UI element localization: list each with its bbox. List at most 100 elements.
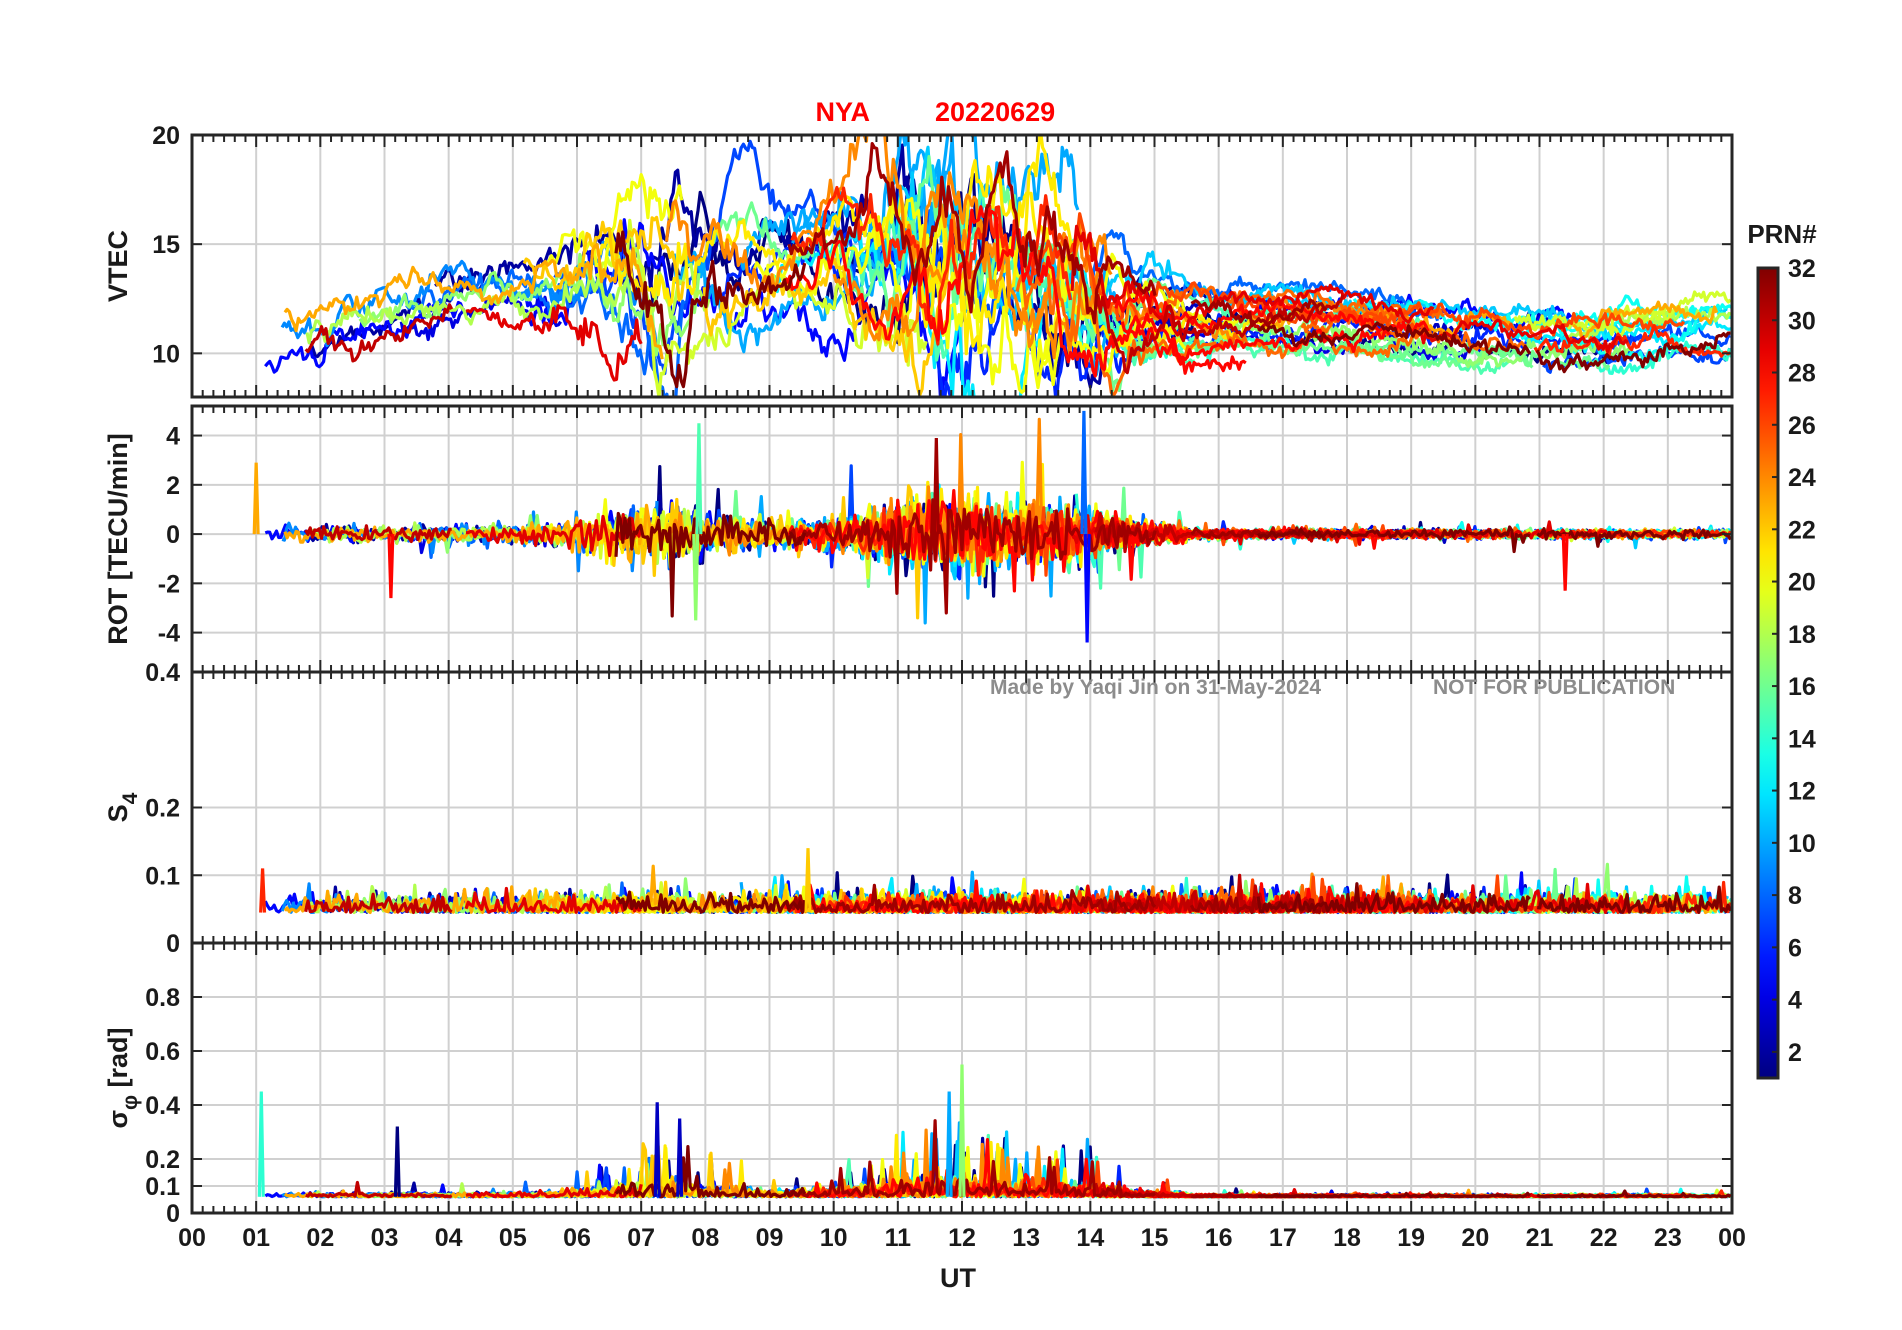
spike-5	[676, 1118, 684, 1197]
spike-3	[958, 1064, 966, 1197]
x-tick-label: 19	[1397, 1224, 1425, 1252]
title-station: NYA	[815, 97, 870, 127]
y-axis-label-subscript: φ	[119, 1095, 142, 1110]
y-tick-label: 0	[166, 930, 180, 958]
x-tick-label: 09	[756, 1224, 784, 1252]
prn-22-trace	[522, 880, 685, 915]
x-tick-label: 22	[1590, 1224, 1618, 1252]
spike-1	[259, 868, 267, 913]
x-axis-label: UT	[940, 1263, 976, 1293]
prn-28-trace	[1120, 312, 1391, 362]
colorbar-tick-label: 12	[1788, 778, 1816, 806]
prn-30-trace	[304, 303, 454, 363]
prn-20-trace	[543, 173, 684, 281]
prn-21-trace	[598, 159, 1074, 308]
traces-sigma_phi	[257, 1064, 1732, 1199]
prn-30-trace	[305, 1180, 453, 1199]
y-tick-label: 0	[166, 1200, 180, 1228]
title-date: 20220629	[935, 97, 1055, 127]
colorbar-tick-label: 24	[1788, 464, 1816, 492]
colorbar-tick-label: 32	[1788, 255, 1816, 283]
y-tick-label: 2	[166, 472, 180, 500]
colorbar-tick-label: 4	[1788, 987, 1802, 1015]
prn-31-trace	[1190, 298, 1328, 328]
watermark-notice: NOT FOR PUBLICATION	[1433, 676, 1675, 699]
spike-4	[945, 1091, 953, 1197]
x-tick-label: 03	[371, 1224, 399, 1252]
y-tick-label: 0.1	[145, 1173, 180, 1201]
y-tick-label: -2	[158, 570, 180, 598]
x-tick-label: 06	[563, 1224, 591, 1252]
panel-vtec: 10 15 20 VTEC	[103, 122, 1734, 399]
prn-9-trace	[507, 240, 659, 354]
traces-rot	[252, 410, 1732, 643]
spike-0	[257, 1091, 265, 1197]
prn-22-trace	[522, 215, 686, 302]
prn-28-trace	[783, 203, 1247, 378]
x-tick-label: 14	[1076, 1224, 1104, 1252]
colorbar-tick-label: 16	[1788, 673, 1816, 701]
colorbar-tick-label: 20	[1788, 569, 1816, 597]
x-tick-label: 18	[1333, 1224, 1361, 1252]
x-tick-label: 13	[1012, 1224, 1040, 1252]
prn-31-trace	[788, 883, 1157, 915]
colorbar-title: PRN#	[1747, 219, 1817, 249]
prn-23-trace	[283, 243, 664, 360]
prn-31-trace	[787, 142, 1157, 325]
x-tick-label: 08	[691, 1224, 719, 1252]
prn-29-trace	[465, 1183, 643, 1199]
watermark-author: Made by Yaqi Jin on 31-May-2024	[990, 676, 1321, 699]
y-axis-label-s4: S4	[103, 792, 142, 822]
y-axis-label-unit: [rad]	[103, 1027, 133, 1095]
colorbar-tick-label: 30	[1788, 307, 1816, 335]
prn-32-trace	[1256, 882, 1531, 914]
y-tick-label: 20	[152, 122, 180, 150]
spike-1	[393, 1126, 401, 1197]
y-tick-label: 0.1	[145, 862, 180, 890]
colorbar-tick-label: 2	[1788, 1039, 1802, 1067]
prn-32-trace	[1256, 525, 1531, 554]
spike-6	[1561, 534, 1569, 591]
prn-32-trace	[1257, 321, 1532, 356]
colorbar-tick-label: 14	[1788, 725, 1816, 753]
x-tick-label: 21	[1526, 1224, 1554, 1252]
panel-sigma_phi: 00.10.2 0.4 0.6 0.8σφ [rad]	[103, 941, 1734, 1228]
colorbar-tick-label: 26	[1788, 412, 1816, 440]
prn-32-trace	[615, 890, 807, 915]
spike-0	[695, 423, 703, 535]
prn-32-trace	[1536, 1189, 1732, 1199]
prn-32-trace	[614, 230, 807, 389]
spike-2	[653, 1102, 661, 1197]
panel-rot: -4 -2 0 2 4 ROT [TECU/min]	[103, 404, 1734, 674]
spike-7	[252, 462, 260, 535]
prn-31-trace	[787, 1119, 1157, 1199]
y-tick-label: 15	[152, 231, 180, 259]
x-tick-label: 23	[1654, 1224, 1682, 1252]
spike-5	[387, 534, 395, 599]
spike-3	[1083, 534, 1091, 643]
colorbar-tick-label: 8	[1788, 882, 1802, 910]
y-tick-label: 0	[166, 521, 180, 549]
y-tick-label: 0.4	[145, 1092, 180, 1120]
prn-32-trace	[1257, 1191, 1531, 1199]
y-tick-label: -4	[158, 620, 180, 648]
prn-30-trace	[304, 892, 453, 915]
prn-8-trace	[1090, 229, 1440, 322]
colorbar-tick-label: 28	[1788, 360, 1816, 388]
y-axis-label-sigma_phi: σφ [rad]	[103, 1027, 142, 1128]
prn-31-trace	[788, 498, 1157, 615]
prn-22-trace	[702, 244, 973, 397]
prn-29-trace	[465, 304, 643, 382]
spike-4	[932, 437, 940, 535]
traces-vtec	[264, 135, 1732, 397]
x-tick-label: 04	[435, 1224, 463, 1252]
x-tick-label: 00	[1718, 1224, 1746, 1252]
y-tick-label: 0.2	[145, 795, 180, 823]
prn-24-trace	[664, 135, 1113, 332]
prn-32-trace	[614, 511, 807, 618]
y-tick-label: 0.6	[145, 1038, 180, 1066]
y-tick-label: 0.4	[145, 659, 180, 687]
